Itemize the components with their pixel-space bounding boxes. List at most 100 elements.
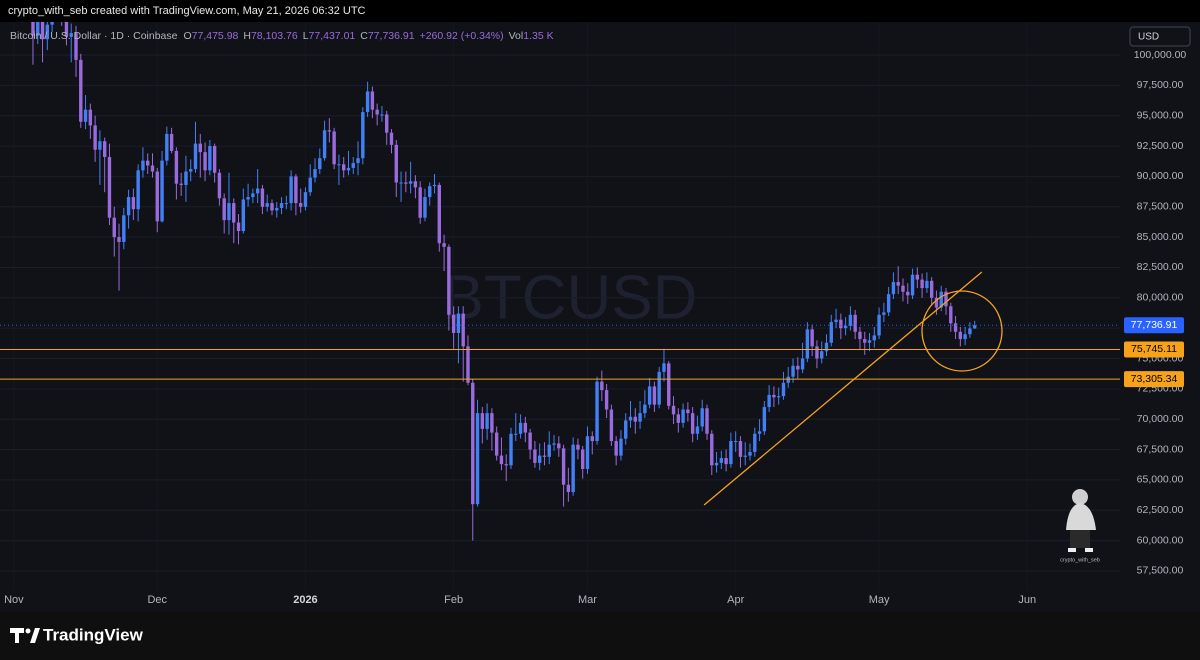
candle-body [585, 436, 590, 469]
candle-body [700, 408, 704, 427]
candle-body [456, 313, 461, 334]
candle-body [308, 177, 312, 193]
candle-body [74, 33, 78, 60]
candle-body [136, 170, 140, 210]
candle-body [193, 143, 198, 170]
candle-body [939, 291, 943, 308]
candles [31, 22, 977, 541]
candle-body [662, 363, 666, 372]
candle-body [710, 433, 714, 466]
candle-body [953, 323, 958, 332]
y-tick-label: 85,000.00 [1137, 231, 1184, 243]
candle-body [155, 171, 159, 222]
candle-body [834, 319, 838, 323]
candle-body [241, 199, 246, 232]
candle-body [906, 291, 910, 296]
brand-name: TradingView [43, 625, 144, 644]
ohlc-value: 77,736.91 [368, 30, 415, 42]
y-tick-label: 95,000.00 [1137, 109, 1184, 121]
candle-body [690, 413, 695, 434]
candle-body [179, 183, 183, 185]
candle-body [743, 455, 747, 457]
candle-body [863, 339, 867, 343]
candle-body [318, 158, 322, 170]
price-tag-label: 77,736.91 [1131, 319, 1178, 331]
candle-body [839, 319, 843, 329]
candle-body [652, 386, 657, 405]
candle-body [609, 409, 614, 442]
footer-bar [0, 612, 1200, 660]
candle-body [891, 282, 896, 295]
candle-body [638, 413, 642, 422]
candle-body [509, 433, 513, 466]
candle-body [260, 188, 265, 207]
candle-body [843, 325, 848, 329]
drawings [703, 271, 1003, 506]
candle-body [174, 150, 179, 184]
axes: 57,500.00 60,000.00 62,500.00 65,000.00 67,5… [4, 49, 1186, 606]
candle-body [480, 413, 485, 429]
candle-body [800, 358, 805, 370]
x-tick-label: Apr [727, 594, 744, 606]
candle-body [212, 146, 217, 173]
candle-body [528, 432, 532, 450]
y-tick-label: 97,500.00 [1137, 79, 1184, 91]
x-tick-label: Dec [147, 594, 167, 606]
candle-body [958, 331, 963, 340]
candle-body [404, 182, 408, 184]
candle-body [571, 444, 575, 493]
symbol-legend: Bitcoin / U.S. Dollar · 1D · Coinbase O 77… [10, 30, 554, 42]
candle-body [471, 382, 475, 505]
symbol-name: Bitcoin / U.S. Dollar · 1D · Coinbase [10, 30, 178, 42]
avatar-caption: crypto_with_seb [1060, 557, 1100, 563]
y-tick-label: 87,500.00 [1137, 201, 1184, 213]
candle-body [45, 24, 50, 40]
ohlc-value: 77,475.98 [192, 30, 239, 42]
candle-body [733, 441, 738, 443]
candle-body [150, 165, 155, 172]
x-tick-label: 2026 [293, 594, 317, 606]
candle-body [929, 280, 934, 298]
x-tick-label: Jun [1018, 594, 1036, 606]
candle-body [719, 458, 724, 463]
candle-body [494, 432, 499, 456]
candle-body [604, 390, 609, 410]
candle-body [552, 443, 556, 445]
candle-body [117, 237, 121, 242]
candle-body [537, 455, 542, 463]
candle-body [576, 444, 580, 450]
candle-body [968, 328, 972, 335]
candle-body [848, 314, 853, 326]
y-tick-label: 92,500.00 [1137, 140, 1184, 152]
candle-body [222, 198, 226, 221]
candle-body [189, 169, 193, 172]
y-tick-label: 80,000.00 [1137, 292, 1184, 304]
candle-body [944, 291, 948, 307]
candle-body [289, 176, 293, 204]
candle-body [915, 274, 920, 280]
price-tag [1124, 371, 1184, 388]
candle-body [619, 438, 623, 456]
ohlc-key: C [360, 30, 368, 42]
candle-body [217, 172, 222, 199]
y-tick-label: 70,000.00 [1137, 413, 1184, 425]
candle-body [270, 203, 274, 211]
candle-body [432, 184, 437, 187]
candle-body [523, 422, 528, 433]
candle-body [160, 160, 164, 222]
candle-body [882, 312, 886, 315]
candle-body [50, 22, 54, 25]
candle-body [714, 462, 719, 466]
avatar: crypto_with_seb [1060, 489, 1100, 563]
candle-body [657, 371, 661, 405]
candle-body [925, 280, 929, 289]
candle-body [729, 441, 733, 465]
candle-body [107, 156, 112, 218]
candle-body [447, 246, 451, 315]
candle-body [753, 433, 757, 452]
currency-button[interactable] [1129, 26, 1191, 47]
candle-body [738, 441, 743, 457]
candle-body [169, 133, 174, 151]
price-tag-label: 75,745.11 [1131, 343, 1177, 355]
candle-body [79, 59, 83, 122]
